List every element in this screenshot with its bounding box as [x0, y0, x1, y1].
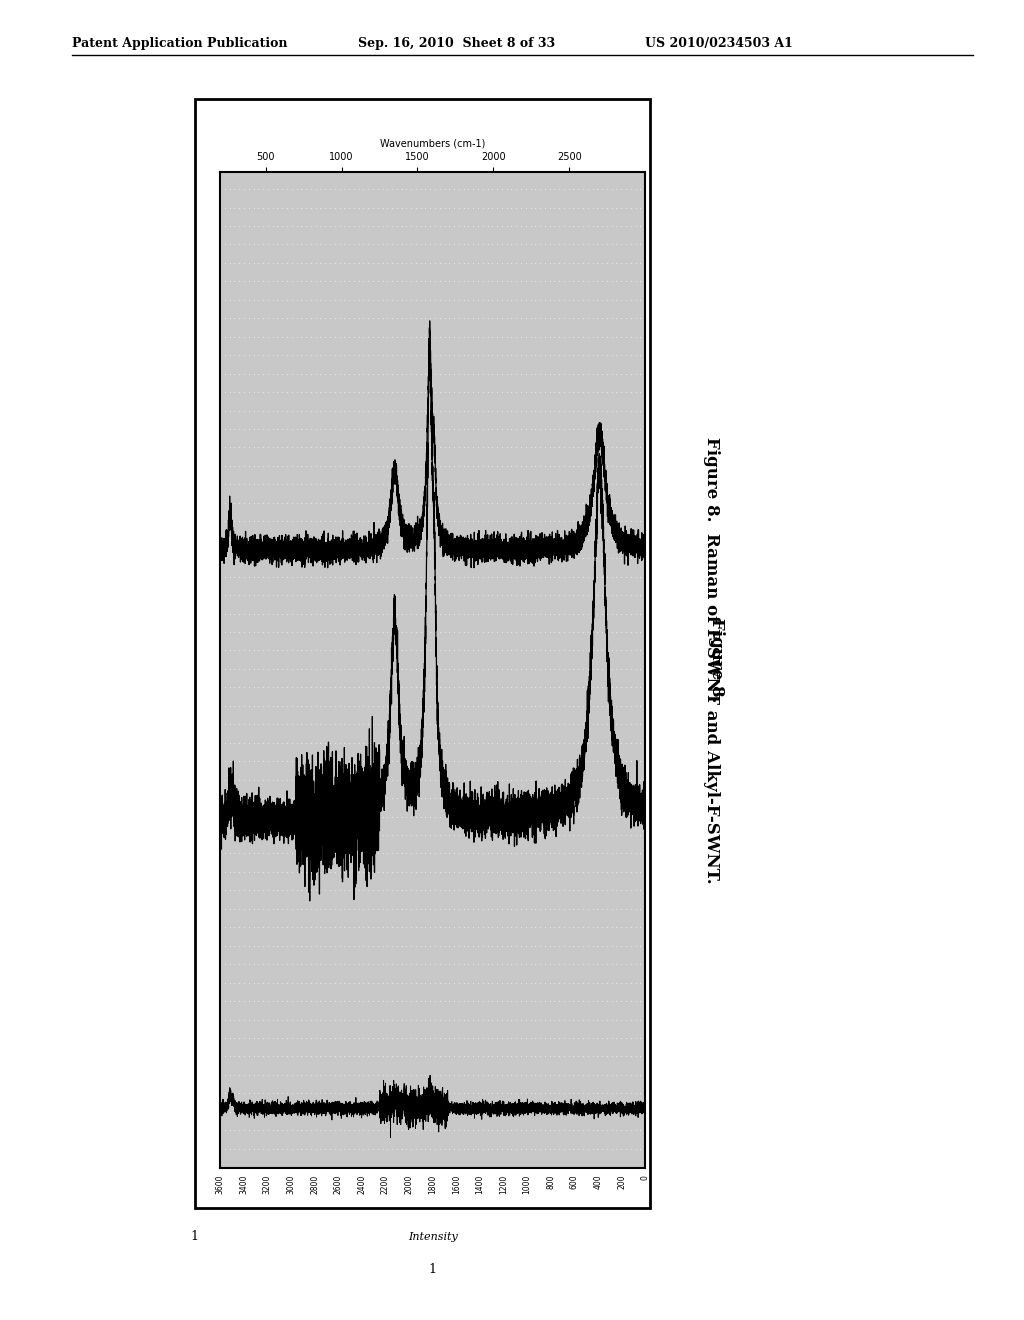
Text: 2400: 2400 [357, 1175, 367, 1195]
Text: 3200: 3200 [263, 1175, 272, 1195]
Text: 1600: 1600 [452, 1175, 461, 1195]
Text: 1: 1 [190, 1230, 199, 1243]
Text: Intensity: Intensity [408, 1232, 458, 1242]
Text: 3600: 3600 [216, 1175, 224, 1195]
Text: 600: 600 [569, 1175, 579, 1189]
Text: 800: 800 [546, 1175, 555, 1189]
Text: 1200: 1200 [499, 1175, 508, 1195]
Text: Figure 8.: Figure 8. [709, 618, 725, 702]
Text: 400: 400 [593, 1175, 602, 1189]
Text: Figure 8.  Raman of F-SWNT and Alkyl-F-SWNT.: Figure 8. Raman of F-SWNT and Alkyl-F-SW… [703, 437, 720, 883]
Text: 1400: 1400 [475, 1175, 484, 1195]
Text: 3400: 3400 [240, 1175, 248, 1195]
Text: 2800: 2800 [310, 1175, 319, 1195]
Text: Patent Application Publication: Patent Application Publication [72, 37, 287, 50]
Text: 0: 0 [641, 1175, 649, 1180]
Text: 1800: 1800 [428, 1175, 437, 1195]
Text: 2000: 2000 [404, 1175, 414, 1195]
Text: 1000: 1000 [522, 1175, 531, 1195]
Text: 3000: 3000 [287, 1175, 296, 1195]
Text: US 2010/0234503 A1: US 2010/0234503 A1 [645, 37, 793, 50]
Text: Sep. 16, 2010  Sheet 8 of 33: Sep. 16, 2010 Sheet 8 of 33 [358, 37, 556, 50]
X-axis label: Wavenumbers (cm-1): Wavenumbers (cm-1) [380, 139, 485, 148]
Text: 1: 1 [429, 1263, 436, 1276]
Text: 2200: 2200 [381, 1175, 390, 1195]
Text: 200: 200 [617, 1175, 626, 1189]
Text: 2600: 2600 [334, 1175, 343, 1195]
